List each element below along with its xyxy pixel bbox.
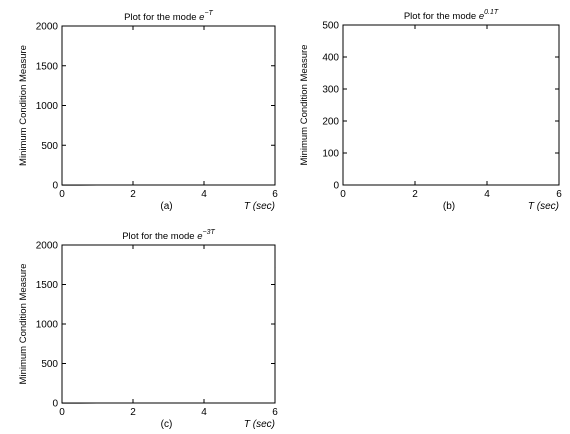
x-tick-label: 4 xyxy=(201,189,207,200)
axes-frame xyxy=(62,245,275,403)
y-tick-label: 300 xyxy=(322,85,339,96)
chart-title-prefix: Plot for the mode xyxy=(124,12,199,23)
y-tick-label: 500 xyxy=(41,359,58,370)
x-tick-label: 6 xyxy=(272,189,278,200)
y-tick-label: 500 xyxy=(41,141,58,152)
axes-frame xyxy=(62,26,275,185)
y-tick-label: 2000 xyxy=(36,241,59,252)
y-axis-label: Minimum Condition Measure xyxy=(18,264,29,385)
x-axis-unit: (sec) xyxy=(250,201,275,212)
y-tick-label: 0 xyxy=(52,399,58,410)
x-tick-label: 0 xyxy=(59,189,65,200)
chart-title: Plot for the mode e−T xyxy=(124,10,213,23)
x-tick-label: 6 xyxy=(556,189,562,200)
panel-label: (a) xyxy=(160,201,172,212)
chart-title-prefix: Plot for the mode xyxy=(122,231,197,242)
y-tick-label: 200 xyxy=(322,117,339,128)
y-tick-label: 0 xyxy=(333,181,339,192)
y-tick-label: 1000 xyxy=(36,320,59,331)
x-axis-label: T (sec) xyxy=(244,201,275,212)
x-tick-label: 0 xyxy=(340,189,346,200)
y-tick-label: 1500 xyxy=(36,280,59,291)
chart-title-superscript: −3T xyxy=(203,229,216,236)
y-axis-label: Minimum Condition Measure xyxy=(18,45,29,166)
y-tick-label: 100 xyxy=(322,149,339,160)
y-tick-label: 400 xyxy=(322,53,339,64)
y-tick-label: 1000 xyxy=(36,101,59,112)
x-axis-unit: (sec) xyxy=(250,419,275,430)
y-axis-label: Minimum Condition Measure xyxy=(299,45,310,166)
axes-frame xyxy=(343,25,559,185)
chart-title-prefix: Plot for the mode xyxy=(404,11,479,22)
x-tick-label: 2 xyxy=(130,407,136,418)
chart-title: Plot for the mode e−3T xyxy=(122,229,215,242)
y-tick-label: 1500 xyxy=(36,61,59,72)
x-tick-label: 0 xyxy=(59,407,65,418)
y-tick-label: 2000 xyxy=(36,22,59,33)
chart-title-superscript: −T xyxy=(204,10,213,17)
chart-title-superscript: 0.1T xyxy=(484,9,499,16)
x-tick-label: 4 xyxy=(201,407,207,418)
y-tick-label: 500 xyxy=(322,21,339,32)
y-tick-label: 0 xyxy=(52,181,58,192)
x-tick-label: 2 xyxy=(412,189,418,200)
x-axis-unit: (sec) xyxy=(534,201,559,212)
x-tick-label: 4 xyxy=(484,189,490,200)
x-axis-label: T (sec) xyxy=(244,419,275,430)
x-tick-label: 2 xyxy=(130,189,136,200)
panel-label: (c) xyxy=(161,419,173,430)
panel-label: (b) xyxy=(443,201,455,212)
x-axis-label: T (sec) xyxy=(528,201,559,212)
x-tick-label: 6 xyxy=(272,407,278,418)
